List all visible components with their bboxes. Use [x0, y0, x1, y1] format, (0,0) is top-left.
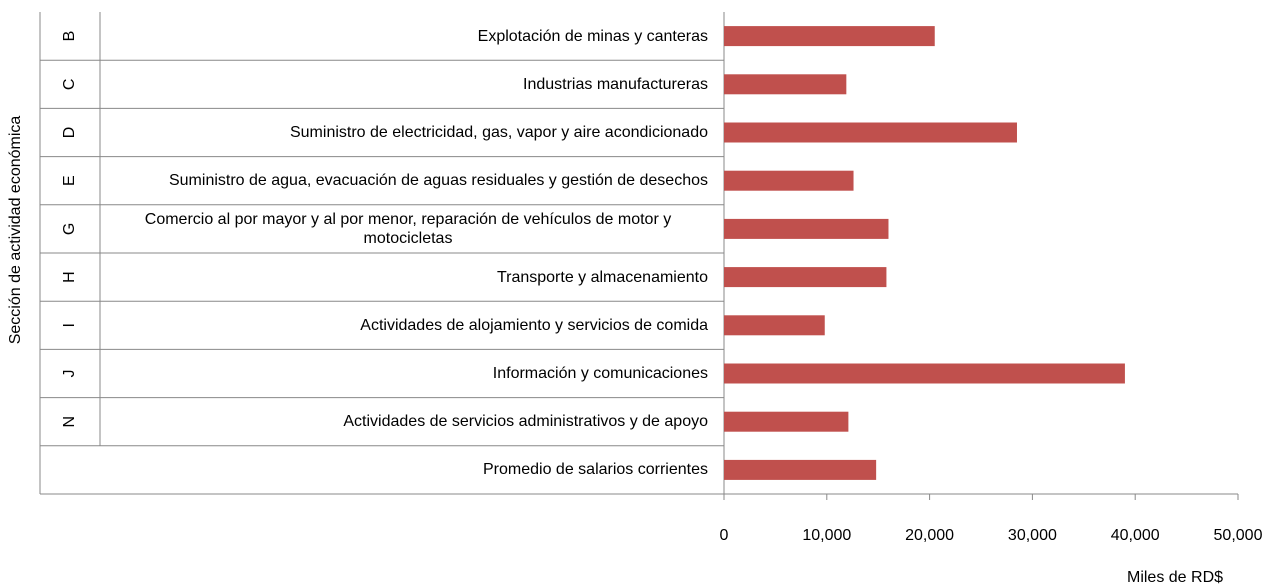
bar — [724, 267, 887, 288]
bar — [724, 122, 1017, 143]
category-label: Industrias manufactureras — [108, 60, 708, 108]
x-tick-label: 0 — [720, 527, 729, 544]
category-label: Transporte y almacenamiento — [108, 253, 708, 301]
x-tick-label: 20,000 — [905, 527, 954, 544]
section-label: C — [61, 79, 78, 91]
section-label: D — [61, 127, 78, 139]
x-tick-label: 30,000 — [1008, 527, 1057, 544]
category-text: Promedio de salarios corrientes — [483, 461, 708, 479]
y-axis-title: Sección de actividad económica — [7, 116, 24, 345]
bar — [724, 26, 935, 47]
bar — [724, 459, 877, 480]
category-label: Comercio al por mayor y al por menor, re… — [108, 205, 708, 253]
category-text: Explotación de minas y canteras — [477, 27, 708, 45]
x-axis-title: Miles de RD$ — [1127, 569, 1223, 586]
category-text: Actividades de alojamiento y servicios d… — [360, 316, 708, 334]
x-tick-label: 10,000 — [802, 527, 851, 544]
section-label: H — [61, 271, 78, 283]
section-label: J — [61, 370, 78, 378]
category-text: Suministro de agua, evacuación de aguas … — [168, 172, 708, 190]
bar — [724, 170, 854, 191]
category-label: Suministro de electricidad, gas, vapor y… — [108, 108, 708, 156]
bar — [724, 218, 889, 239]
bar — [724, 315, 825, 336]
category-text: Actividades de servicios administrativos… — [343, 413, 708, 431]
category-text: Industrias manufactureras — [523, 75, 708, 93]
section-label: N — [61, 416, 78, 428]
section-label: G — [61, 223, 78, 235]
category-label: Información y comunicaciones — [108, 349, 708, 397]
category-label: Explotación de minas y canteras — [108, 12, 708, 60]
x-tick-label: 40,000 — [1111, 527, 1160, 544]
category-label: Suministro de agua, evacuación de aguas … — [108, 157, 708, 205]
category-text: Información y comunicaciones — [492, 364, 708, 382]
bar — [724, 363, 1125, 384]
section-label: B — [61, 31, 78, 42]
category-text: Suministro de electricidad, gas, vapor y… — [289, 123, 708, 141]
category-text: Comercio al por mayor y al por menor, re… — [144, 210, 672, 247]
section-label: I — [61, 323, 78, 327]
category-label: Actividades de servicios administrativos… — [108, 398, 708, 446]
section-label: E — [61, 175, 78, 186]
bar — [724, 411, 849, 432]
x-tick-label: 50,000 — [1214, 527, 1263, 544]
category-label: Promedio de salarios corrientes — [108, 446, 708, 494]
bar — [724, 74, 847, 95]
category-label: Actividades de alojamiento y servicios d… — [108, 301, 708, 349]
category-text: Transporte y almacenamiento — [496, 268, 708, 286]
